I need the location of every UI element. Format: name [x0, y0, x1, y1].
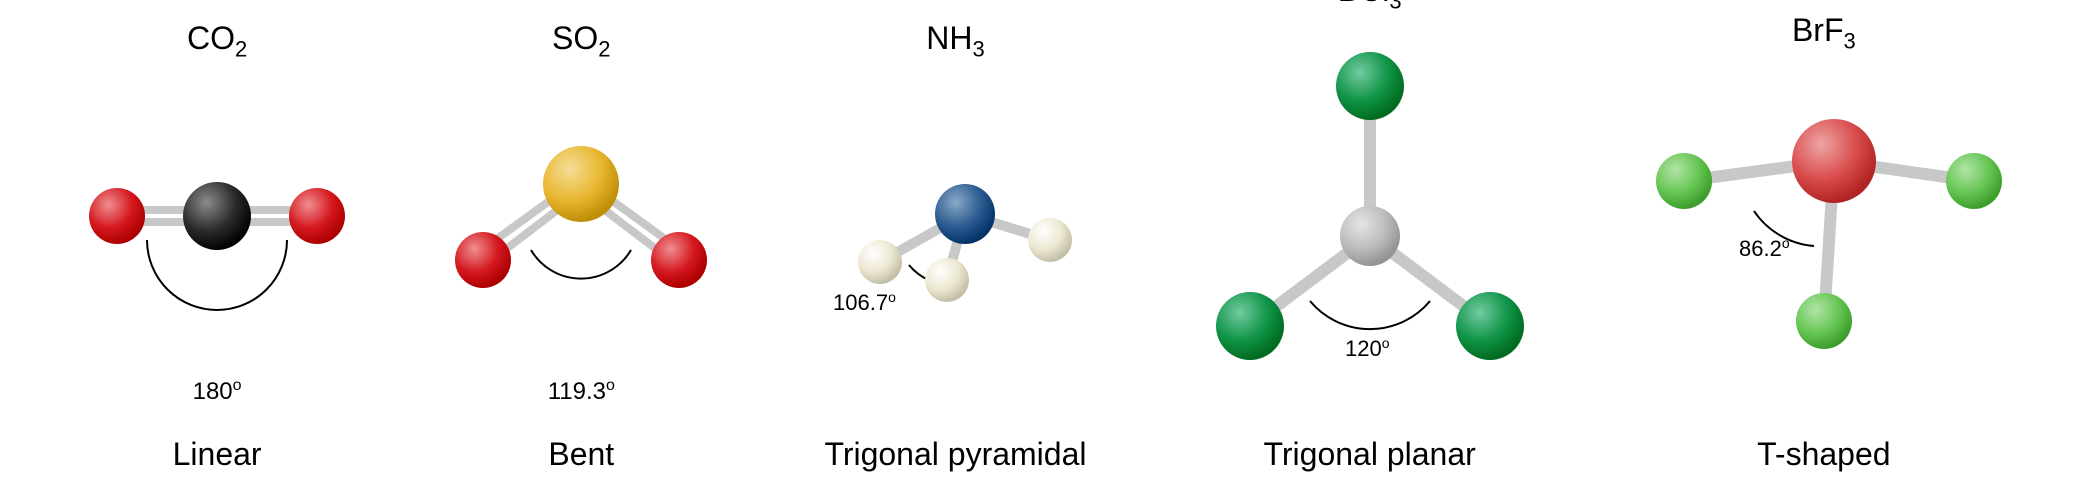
shape-name-bcl3: Trigonal planar: [1264, 436, 1476, 473]
svg-so2: [421, 112, 741, 332]
diagram-co2: [67, 74, 367, 369]
molecule-nh3: NH3 106.7o Trigonal pyramidal: [795, 20, 1115, 473]
formula-so2: SO2: [552, 20, 610, 62]
formula-sub: 2: [235, 36, 247, 61]
formula-sub: 3: [1389, 0, 1401, 13]
molecule-co2: CO2 180o Linear: [67, 20, 367, 473]
formula-base: BrF: [1792, 12, 1844, 48]
molecule-bcl3: BCl3 120o Trigonal planar: [1170, 20, 1570, 473]
diagram-bcl3: BCl3 120o: [1170, 0, 1570, 406]
svg-bcl3: 120o: [1170, 26, 1570, 406]
molecule-brf3: BrF3 86.2o T-shaped: [1624, 20, 2024, 473]
shape-name-nh3: Trigonal pyramidal: [824, 436, 1086, 473]
shape-name-brf3: T-shaped: [1757, 436, 1890, 473]
svg-nh3: 106.7o: [795, 130, 1115, 350]
molecule-so2: SO2 119.3o Bent: [421, 20, 741, 473]
formula-base: NH: [926, 20, 972, 56]
angle-co2: 180o: [193, 377, 242, 406]
formula-co2: CO2: [187, 20, 247, 62]
angle-value: 180: [193, 378, 233, 405]
formula-brf3: BrF3: [1792, 12, 1856, 54]
angle-value: 119.3: [548, 378, 606, 405]
angle-degree: o: [606, 377, 615, 394]
svg-co2: [67, 122, 367, 322]
formula-sub: 2: [598, 36, 610, 61]
formula-base: SO: [552, 20, 598, 56]
formula-nh3: NH3: [926, 20, 984, 62]
angle-degree: o: [233, 377, 242, 394]
diagram-nh3: 106.7o: [795, 74, 1115, 406]
formula-sub: 3: [1843, 28, 1855, 53]
svg-text:120o: 120o: [1345, 335, 1390, 361]
svg-text:86.2o: 86.2o: [1739, 235, 1790, 261]
formula-base: BCl: [1338, 0, 1390, 8]
diagram-so2: [421, 74, 741, 369]
formula-base: CO: [187, 20, 235, 56]
svg-text:106.7o: 106.7o: [833, 289, 896, 315]
formula-sub: 3: [972, 36, 984, 61]
diagram-brf3: BrF3 86.2o: [1624, 12, 2024, 406]
formula-bcl3: BCl3: [1338, 0, 1402, 14]
shape-name-so2: Bent: [548, 436, 614, 473]
angle-so2: 119.3o: [548, 377, 615, 406]
shape-name-co2: Linear: [173, 436, 262, 473]
svg-brf3: 86.2o: [1624, 66, 2024, 406]
